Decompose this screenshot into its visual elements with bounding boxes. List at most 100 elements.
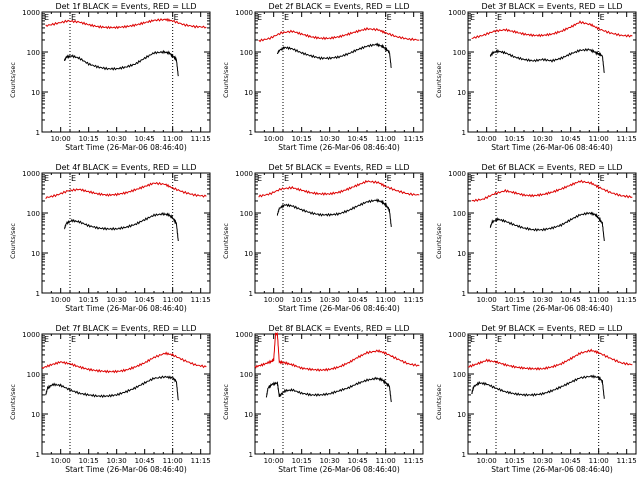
y-tick-label: 100 [27,49,40,57]
y-axis-label: Counts/sec [435,62,443,98]
y-axis-label: Counts/sec [222,62,230,98]
marker-label: E [257,174,262,183]
x-tick-label: 10:00 [51,457,71,465]
x-tick-label: 10:30 [533,457,553,465]
y-tick-label: 10 [31,250,40,258]
x-tick-label: 11:00 [376,135,396,143]
panel-det-5: Det 5f BLACK = Events, RED = LLD 1 10 100 10… [222,163,424,313]
y-tick-label: 1000 [448,170,466,178]
marker-label: E [600,13,605,22]
marker-label: E [44,174,49,183]
y-tick-label: 1000 [235,170,253,178]
series-line-lld [45,181,207,199]
series-line-events [276,198,392,227]
y-tick-label: 100 [453,210,466,218]
x-tick-label: 10:15 [79,457,99,465]
x-tick-label: 10:15 [292,457,312,465]
y-tick-label: 10 [457,89,466,97]
y-tick-label: 100 [240,49,253,57]
x-tick-label: 10:45 [561,457,581,465]
y-tick-label: 1000 [235,9,253,17]
series-line-lld [45,17,207,30]
y-tick-label: 1000 [22,9,40,17]
panel-det-8: Det 8f BLACK = Events, RED = LLD 1 10 100 10… [222,324,424,474]
panel-title: Det 3f BLACK = Events, RED = LLD [481,2,622,11]
panel-det-6: Det 6f BLACK = Events, RED = LLD 1 10 100 10… [435,163,637,313]
series-line-events [489,211,605,242]
x-axis-label: Start Time (26-Mar-06 08:46:40) [65,143,187,152]
y-tick-label: 1 [462,451,466,459]
x-tick-label: 10:30 [320,296,340,304]
x-tick-label: 10:15 [505,296,525,304]
x-tick-label: 11:15 [404,296,424,304]
x-tick-label: 10:00 [477,135,497,143]
x-tick-label: 10:45 [135,457,155,465]
x-tick-label: 11:15 [617,457,637,465]
x-tick-label: 10:45 [135,296,155,304]
marker-label: E [174,174,179,183]
x-tick-label: 10:45 [561,296,581,304]
plot-frame [467,172,637,294]
y-tick-label: 10 [31,411,40,419]
series-line-events [265,376,392,403]
y-tick-label: 1000 [448,9,466,17]
x-tick-label: 10:45 [135,135,155,143]
marker-label: E [387,174,392,183]
panel-title: Det 8f BLACK = Events, RED = LLD [268,324,409,333]
y-tick-label: 1 [462,129,466,137]
marker-label: E [387,335,392,344]
x-tick-label: 10:30 [107,296,127,304]
marker-label: E [497,335,502,344]
y-tick-label: 1000 [448,331,466,339]
panel-title: Det 4f BLACK = Events, RED = LLD [55,163,196,172]
panel-det-2: Det 2f BLACK = Events, RED = LLD 1 10 100 10… [222,2,424,152]
y-tick-label: 10 [31,89,40,97]
x-tick-label: 10:45 [561,135,581,143]
x-tick-label: 11:00 [589,135,609,143]
plot-frame [467,11,637,133]
marker-label: E [470,13,475,22]
y-axis-label: Counts/sec [222,384,230,420]
series-line-lld [41,351,207,374]
marker-label: E [71,13,76,22]
x-tick-label: 10:15 [79,296,99,304]
y-tick-label: 10 [457,250,466,258]
x-tick-label: 10:45 [348,296,368,304]
marker-label: E [600,335,605,344]
x-tick-label: 10:00 [264,135,284,143]
x-tick-label: 11:00 [589,457,609,465]
panel-title: Det 1f BLACK = Events, RED = LLD [55,2,196,11]
series-line-events [471,374,605,399]
x-tick-label: 10:00 [264,296,284,304]
x-axis-label: Start Time (26-Mar-06 08:46:40) [491,143,613,152]
x-tick-label: 10:15 [505,457,525,465]
marker-label: E [470,335,475,344]
x-axis-label: Start Time (26-Mar-06 08:46:40) [278,143,400,152]
x-tick-label: 11:00 [163,296,183,304]
x-tick-label: 10:30 [533,296,553,304]
y-tick-label: 1 [36,129,40,137]
series-line-events [45,375,179,401]
marker-label: E [284,13,289,22]
panel-det-4: Det 4f BLACK = Events, RED = LLD 1 10 100 10… [9,163,211,313]
x-tick-label: 10:45 [348,457,368,465]
marker-label: E [284,174,289,183]
marker-label: E [257,335,262,344]
y-tick-label: 100 [27,210,40,218]
plot-frame [467,333,637,455]
marker-label: E [497,174,502,183]
y-tick-label: 10 [244,250,253,258]
x-tick-label: 10:45 [348,135,368,143]
y-axis-label: Counts/sec [222,223,230,259]
x-axis-label: Start Time (26-Mar-06 08:46:40) [65,304,187,313]
x-tick-label: 10:30 [107,135,127,143]
series-line-events [489,47,605,73]
x-tick-label: 10:15 [505,135,525,143]
y-tick-label: 1000 [22,331,40,339]
panel-title: Det 6f BLACK = Events, RED = LLD [481,163,622,172]
x-tick-label: 10:30 [320,457,340,465]
series-line-events [276,42,392,69]
marker-label: E [71,174,76,183]
plot-frame [41,11,211,133]
x-axis-label: Start Time (26-Mar-06 08:46:40) [491,465,613,474]
